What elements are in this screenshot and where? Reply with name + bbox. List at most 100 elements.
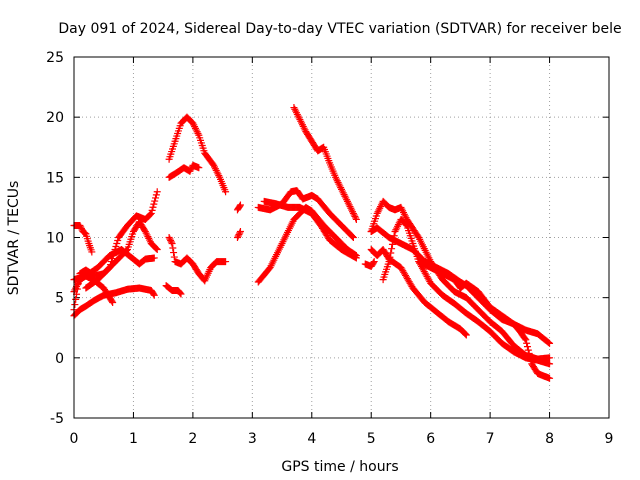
data-point — [527, 356, 535, 364]
data-point — [526, 353, 534, 361]
data-point — [71, 301, 79, 309]
data-point — [386, 253, 394, 261]
x-tick-label: 9 — [605, 431, 614, 447]
data-point — [337, 184, 345, 192]
data-point — [375, 206, 383, 214]
data-point — [107, 261, 115, 269]
data-point — [149, 203, 157, 211]
data-point — [176, 289, 184, 297]
series-sat-o — [260, 197, 360, 262]
data-point — [214, 170, 222, 178]
chart-title: Day 091 of 2024, Sidereal Day-to-day VTE… — [58, 21, 621, 37]
data-marks — [70, 104, 554, 382]
x-axis-label: GPS time / hours — [281, 459, 398, 475]
y-tick-label: 25 — [46, 50, 64, 66]
data-point — [394, 221, 402, 229]
data-point — [348, 206, 356, 214]
data-point — [546, 354, 554, 362]
data-point — [148, 206, 156, 214]
data-point — [152, 244, 160, 252]
data-point — [399, 207, 407, 215]
data-point — [73, 285, 81, 293]
data-point — [106, 264, 114, 272]
data-point — [344, 199, 352, 207]
data-point — [77, 224, 85, 232]
data-point — [189, 119, 197, 127]
data-point — [210, 161, 218, 169]
data-point — [349, 208, 357, 216]
data-point — [369, 259, 377, 267]
data-point — [300, 124, 308, 132]
series-sat-k — [233, 227, 244, 241]
data-point — [390, 232, 398, 240]
data-point — [169, 244, 177, 252]
data-point — [338, 187, 346, 195]
data-point — [521, 335, 529, 343]
data-point — [236, 202, 244, 210]
data-point — [299, 122, 307, 130]
grid-lines — [74, 57, 609, 418]
data-point — [349, 209, 357, 217]
data-point — [142, 229, 150, 237]
data-point — [387, 249, 395, 257]
data-point — [236, 229, 244, 237]
data-point — [215, 172, 223, 180]
data-point — [295, 114, 303, 122]
data-point — [292, 109, 300, 117]
data-point — [77, 223, 85, 231]
data-point — [294, 112, 302, 120]
data-point — [352, 214, 360, 222]
data-point — [143, 231, 151, 239]
data-point — [108, 297, 116, 305]
series-sat-c — [70, 221, 96, 256]
x-tick-label: 5 — [367, 431, 376, 447]
data-point — [546, 374, 554, 382]
data-point — [150, 200, 158, 208]
series-sat-v — [415, 258, 554, 382]
data-point — [461, 330, 469, 338]
axis-ticks: 0 1 2 3 4 5 6 7 8 9 -5 0 5 10 15 20 25 — [46, 50, 613, 447]
data-point — [146, 211, 154, 219]
data-point — [346, 203, 354, 211]
data-point — [165, 234, 173, 241]
data-point — [389, 236, 397, 244]
data-point — [522, 336, 530, 344]
data-point — [392, 226, 400, 234]
x-tick-label: 1 — [129, 431, 138, 447]
data-point — [212, 166, 220, 174]
data-point — [350, 211, 358, 219]
data-point — [376, 204, 384, 212]
data-point — [81, 229, 89, 237]
y-tick-label: 20 — [46, 110, 64, 126]
data-point — [340, 191, 348, 199]
y-axis-label: SDTVAR / TECUs — [6, 181, 22, 296]
data-point — [341, 192, 349, 200]
data-point — [352, 254, 360, 262]
data-point — [191, 124, 199, 132]
y-tick-label: 5 — [55, 291, 64, 307]
data-point — [152, 191, 160, 199]
data-point — [291, 105, 299, 113]
data-point — [345, 201, 353, 209]
series-sat-p — [290, 104, 360, 223]
x-tick-label: 2 — [188, 431, 197, 447]
data-point — [385, 258, 393, 266]
data-point — [373, 209, 381, 217]
data-point — [109, 252, 117, 260]
data-point — [191, 123, 199, 131]
data-point — [293, 110, 301, 118]
data-point — [167, 238, 175, 246]
data-point — [195, 164, 203, 172]
data-point — [524, 346, 532, 354]
data-point — [144, 233, 152, 241]
data-point — [72, 284, 80, 292]
data-point — [297, 117, 305, 125]
data-point — [186, 167, 194, 175]
series-sat-i — [165, 161, 203, 181]
data-point — [399, 209, 407, 217]
data-point — [192, 126, 200, 134]
data-point — [388, 245, 396, 253]
data-point — [236, 201, 244, 209]
x-tick-label: 4 — [307, 431, 316, 447]
